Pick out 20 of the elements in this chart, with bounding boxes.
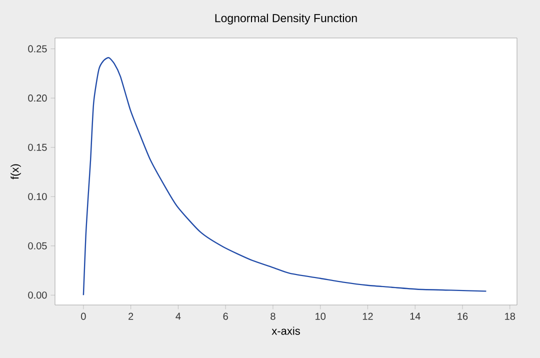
y-tick-label: 0.10 [28, 193, 47, 200]
x-tick-label: 10 [316, 312, 326, 320]
x-tick-label: 2 [128, 312, 134, 320]
x-tick-label: 16 [458, 312, 468, 320]
x-tick-label: 18 [505, 312, 516, 320]
x-tick-label: 0 [81, 312, 86, 320]
y-tick-label: 0.25 [28, 45, 47, 52]
x-tick-label: 14 [410, 312, 420, 320]
y-tick-label: 0.00 [28, 292, 47, 299]
y-axis-title: f(x) [10, 164, 21, 180]
y-tick-label: 0.05 [28, 242, 47, 250]
x-tick-label: 6 [223, 312, 228, 320]
y-tick-label: 0.15 [28, 144, 47, 151]
x-axis-title: x-axis [272, 326, 300, 335]
x-tick-label: 8 [270, 312, 276, 320]
line-series [82, 57, 487, 296]
x-tick-label: 4 [176, 312, 181, 320]
x-tick-label: 12 [362, 312, 373, 320]
chart-title: Lognormal Density Function [215, 14, 357, 24]
y-tick-label: 0.20 [28, 94, 47, 102]
